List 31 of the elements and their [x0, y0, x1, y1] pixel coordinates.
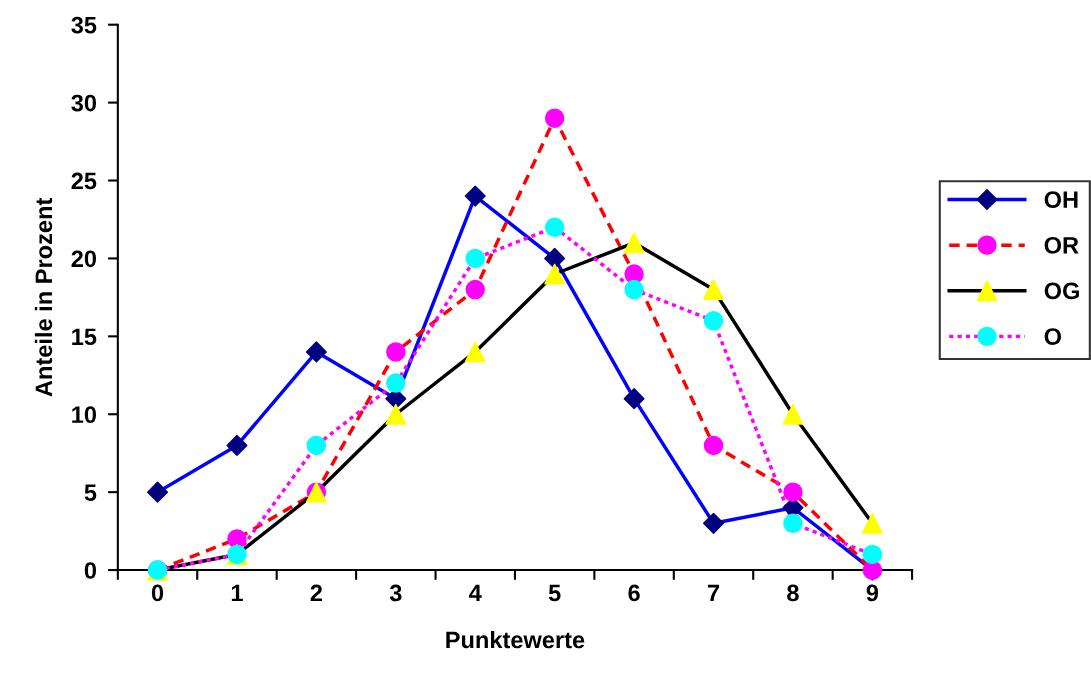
- x-tick-label: 9: [866, 584, 879, 602]
- y-tick-label: 20: [71, 250, 97, 268]
- point: [385, 403, 407, 425]
- x-tick-label: 7: [707, 584, 720, 602]
- x-axis-title: Punktewerte: [446, 630, 585, 649]
- point: [623, 232, 645, 254]
- x-tick-label: 1: [231, 584, 243, 602]
- legend-label: OG: [1044, 282, 1079, 300]
- x-tick-label: 8: [787, 584, 799, 602]
- x-tick-label: 3: [389, 584, 402, 602]
- y-tick-label: 25: [71, 172, 97, 190]
- y-tick-label: 30: [71, 94, 97, 112]
- point: [544, 263, 566, 285]
- point: [703, 279, 724, 301]
- y-tick-label: 5: [84, 484, 97, 501]
- point: [861, 512, 883, 534]
- y-tick-label: 15: [72, 328, 97, 346]
- x-tick-label: 4: [469, 584, 482, 602]
- x-tick-label: 6: [628, 584, 640, 602]
- x-tick-label: 5: [548, 584, 561, 602]
- legend-label: OR: [1044, 236, 1079, 254]
- x-tick-label: 0: [151, 584, 164, 602]
- point: [782, 403, 804, 425]
- y-axis-title: Anteile in Prozent: [34, 197, 53, 397]
- legend-label: OH: [1044, 191, 1078, 209]
- legend-label: O: [1044, 328, 1062, 345]
- x-tick-label: 2: [310, 584, 323, 602]
- point: [464, 341, 486, 363]
- y-tick-label: 0: [84, 562, 97, 579]
- y-tick-label: 10: [72, 406, 97, 424]
- y-tick-label: 35: [71, 16, 97, 34]
